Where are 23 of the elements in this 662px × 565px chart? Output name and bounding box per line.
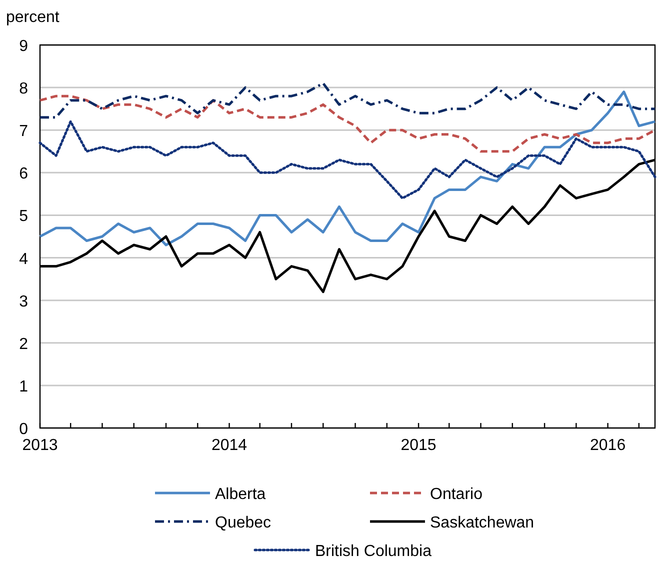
line-series [38,120,656,200]
legend-label: Quebec [215,514,272,532]
y-tick-label: 8 [19,80,28,98]
line-series [38,90,656,246]
x-tick-label: 2013 [22,437,58,454]
y-tick-label: 2 [19,336,28,353]
legend-label: British Columbia [315,543,432,560]
y-tick-label: 9 [19,38,28,55]
legend-label: Alberta [215,486,266,503]
y-tick-label: 0 [19,421,28,438]
y-tick-label: 6 [19,166,28,183]
legend-label: Ontario [430,486,483,503]
y-tick-label: 7 [19,123,28,140]
y-tick-label: 1 [19,378,28,396]
x-tick-label: 2016 [590,437,626,454]
x-tick-label: 2014 [211,437,248,454]
x-tick-label: 2015 [400,437,436,454]
legend-label: Saskatchewan [430,514,534,532]
y-tick-label: 3 [19,293,28,310]
y-axis-title: percent [6,9,60,26]
line-series [38,82,656,119]
y-tick-label: 5 [19,208,28,226]
y-tick-label: 4 [19,250,28,268]
